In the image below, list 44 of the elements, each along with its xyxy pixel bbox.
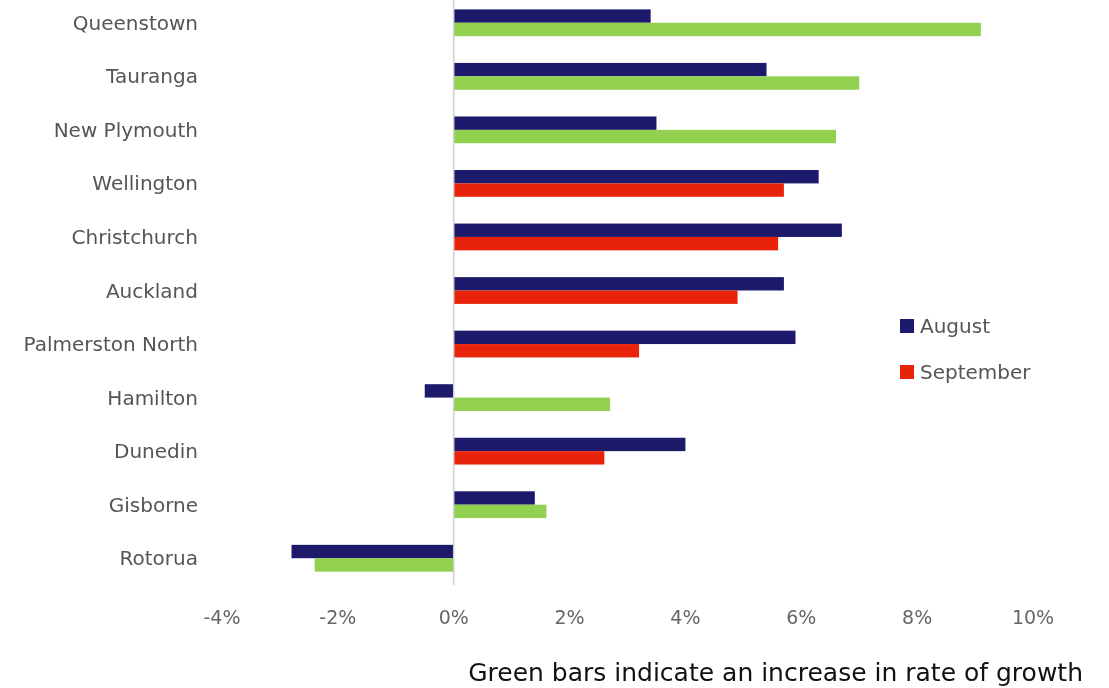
bar xyxy=(453,277,784,291)
y-tick-label: Palmerston North xyxy=(23,332,198,357)
x-tick-label: -2% xyxy=(319,606,357,628)
bar xyxy=(453,116,657,130)
bar xyxy=(453,62,767,77)
x-tick-label: 10% xyxy=(1011,606,1055,628)
bar xyxy=(453,451,605,465)
bar xyxy=(453,437,686,452)
bar xyxy=(453,290,738,304)
y-tick-label: Tauranga xyxy=(105,64,198,89)
bar xyxy=(453,491,535,505)
bar xyxy=(453,504,547,519)
bar xyxy=(453,129,837,144)
y-tick-label: Gisborne xyxy=(108,492,198,517)
x-tick-label: 0% xyxy=(438,606,469,628)
y-tick-label: Dunedin xyxy=(114,439,198,464)
x-tick-label: 6% xyxy=(786,606,817,628)
text: Green bars indicate an increase in rate of growth xyxy=(468,658,1083,687)
x-tick-label: 2% xyxy=(554,606,585,628)
y-tick-label: Hamilton xyxy=(107,385,198,410)
x-tick-label: 4% xyxy=(670,606,701,628)
legend-label: September xyxy=(920,360,1032,384)
bar xyxy=(453,330,796,345)
bar xyxy=(453,183,784,197)
y-tick-label: Rotorua xyxy=(119,546,198,571)
bar xyxy=(453,223,842,237)
x-tick-label: 8% xyxy=(902,606,933,628)
bar xyxy=(424,384,454,398)
bar xyxy=(314,558,454,572)
bar xyxy=(453,344,640,358)
x-tick-label: -4% xyxy=(203,606,241,628)
y-tick-label: Christchurch xyxy=(71,224,198,249)
bar xyxy=(291,544,454,559)
bar xyxy=(453,76,860,90)
y-tick-label: Auckland xyxy=(105,278,198,303)
y-tick-label: Queenstown xyxy=(72,10,198,35)
y-tick-label: Wellington xyxy=(92,171,198,196)
legend-label: August xyxy=(920,314,991,338)
bar xyxy=(453,170,819,184)
bar xyxy=(453,236,779,251)
bar xyxy=(453,397,611,411)
bar xyxy=(453,22,981,37)
bar xyxy=(453,9,651,23)
y-tick-label: New Plymouth xyxy=(53,117,198,142)
